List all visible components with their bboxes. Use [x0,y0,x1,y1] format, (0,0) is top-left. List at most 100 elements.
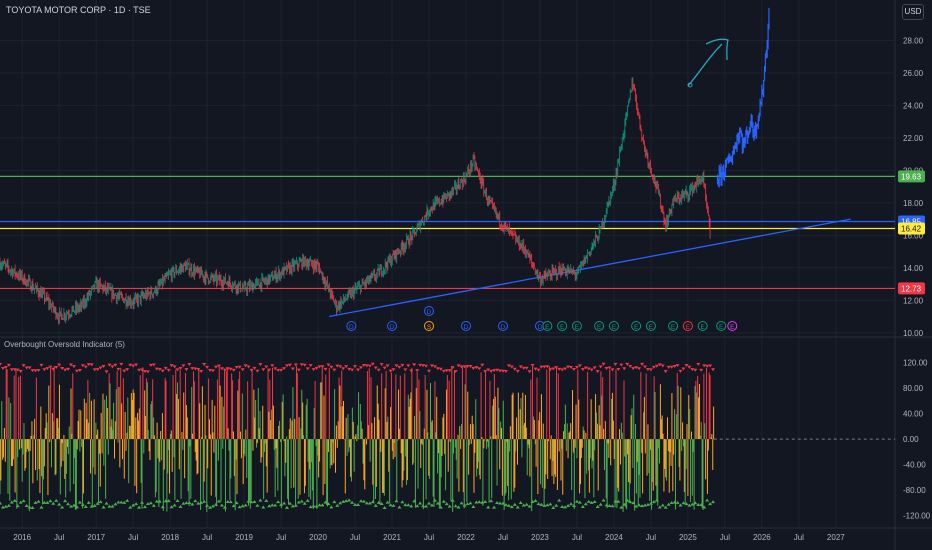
oversold-marker [370,500,375,504]
level-label: 16.85 [901,218,922,227]
level-label-box [898,282,925,295]
overbought-marker [447,369,452,373]
overbought-marker [231,368,236,372]
oversold-marker [148,501,153,505]
event-marker [557,321,568,331]
oversold-marker [569,502,574,506]
overbought-marker [0,362,2,366]
overbought-marker [350,368,355,372]
oversold-marker [237,505,242,509]
x-tick-label: Jul [794,533,804,542]
overbought-marker [163,366,168,370]
oversold-marker [453,504,458,508]
overbought-marker [506,364,511,368]
overbought-marker [12,368,17,372]
y-tick-label: 10.00 [903,329,924,338]
oversold-marker [356,503,360,507]
overbought-marker [693,368,698,372]
oversold-marker [42,500,47,504]
overbought-marker [39,363,44,367]
overbought-marker [648,368,653,372]
symbol-title[interactable]: TOYOTA MOTOR CORP · 1D · TSE [6,5,151,15]
level-label: 12.73 [901,284,922,293]
oversold-marker [225,499,230,503]
oversold-marker [290,504,295,508]
oversold-marker [415,504,420,508]
oversold-marker [640,504,645,508]
currency-button[interactable]: USD [902,4,924,20]
oversold-marker [193,499,198,503]
oversold-marker [282,501,287,505]
osc-y-tick-label: 80.00 [903,384,924,393]
overbought-marker [157,368,162,372]
event-marker-label: E [634,324,639,331]
oversold-marker [500,501,505,505]
overbought-marker [290,367,295,371]
event-marker [727,321,738,331]
overbought-marker [255,369,260,373]
oversold-marker [702,505,707,509]
overbought-marker [400,363,405,367]
overbought-marker [57,363,62,367]
x-tick-label: 2024 [605,533,623,542]
overbought-marker [500,369,505,373]
indicator-title[interactable]: Overbought Oversold Indicator (5) [4,340,125,349]
annotation-dot [687,82,693,88]
overbought-marker [234,366,239,370]
overbought-marker [622,367,627,371]
overbought-marker [708,364,713,368]
overbought-marker [24,366,29,370]
overbought-marker [444,369,449,373]
oversold-marker [116,500,121,504]
overbought-marker [178,366,183,370]
oversold-marker [137,505,142,509]
oversold-marker [696,502,701,506]
overbought-marker [314,366,319,370]
oversold-marker [57,502,62,506]
y-tick-label: 16.00 [903,231,924,240]
oversold-marker [533,498,538,502]
oversold-marker [382,505,387,509]
oversold-marker [323,500,328,504]
oversold-marker [107,504,112,508]
oversold-marker [172,503,177,507]
x-tick-label: Jul [350,533,360,542]
overbought-marker [213,365,218,369]
overbought-marker [610,368,615,372]
event-marker-label: E [560,324,565,331]
overbought-marker [551,367,556,371]
oversold-marker [607,504,612,508]
oversold-marker [654,498,659,502]
x-tick-label: 2020 [309,533,327,542]
x-tick-label: 2027 [827,533,845,542]
event-marker-label: E [575,324,580,331]
overbought-marker [89,363,94,367]
overbought-marker [36,368,41,372]
event-marker [387,321,398,331]
event-marker [571,321,582,331]
oversold-marker [539,502,544,506]
oversold-marker [252,500,257,504]
overbought-marker [432,365,437,369]
oversold-marker [560,505,565,509]
oversold-marker [332,500,337,504]
oversold-marker [338,501,343,505]
overbought-marker [305,367,310,371]
oversold-marker [421,504,426,508]
oversold-marker [3,504,8,508]
overbought-marker [566,365,571,369]
oversold-marker [435,501,440,505]
oversold-marker [495,501,500,505]
event-marker-label: D [501,324,506,331]
overbought-marker [637,367,642,371]
overbought-marker [237,365,242,369]
x-tick-label: Jul [276,533,286,542]
overbought-marker [533,367,538,371]
oversold-marker [592,500,597,504]
event-marker [668,321,679,331]
oversold-marker [113,502,118,506]
overbought-marker [51,367,56,371]
overbought-marker [287,363,292,367]
overbought-marker [134,363,139,367]
